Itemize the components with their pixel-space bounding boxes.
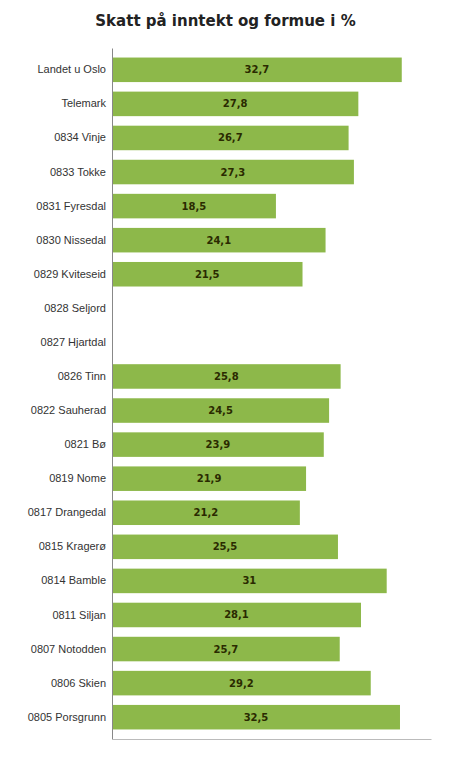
data-label: 24,5 xyxy=(208,405,233,416)
y-tick-label: 0822 Sauherad xyxy=(31,404,106,416)
bar xyxy=(112,228,326,253)
y-tick-label: 0827 Hjartdal xyxy=(41,336,106,348)
y-tick: 0814 Bamble xyxy=(41,574,112,586)
data-label: 27,3 xyxy=(221,167,246,178)
y-tick: 0831 Fyresdal xyxy=(36,200,112,212)
y-tick: 0830 Nissedal xyxy=(36,234,112,246)
chart: Skatt på inntekt og formue i % 0805 Porsg… xyxy=(0,0,451,759)
data-label: 18,5 xyxy=(182,201,207,212)
data-label: 21,5 xyxy=(195,269,220,280)
bars xyxy=(112,58,402,730)
data-label: 23,9 xyxy=(206,439,231,450)
bar xyxy=(112,126,349,151)
y-tick-label: 0805 Porsgrunn xyxy=(28,711,106,723)
y-tick: Landet u Oslo xyxy=(38,63,113,75)
bar xyxy=(112,637,340,662)
y-tick-label: 0833 Tokke xyxy=(50,166,106,178)
y-tick: 0821 Bø xyxy=(64,438,112,450)
data-label: 21,9 xyxy=(197,473,222,484)
y-tick: 0807 Notodden xyxy=(31,643,112,655)
y-tick: 0815 Kragerø xyxy=(39,540,112,552)
data-label: 26,7 xyxy=(218,132,243,143)
data-label: 25,5 xyxy=(213,541,238,552)
data-label: 21,2 xyxy=(194,507,219,518)
y-tick-label: 0819 Nome xyxy=(49,472,106,484)
y-tick-label: 0815 Kragerø xyxy=(39,540,107,552)
y-tick-label: 0830 Nissedal xyxy=(36,234,106,246)
data-label: 32,7 xyxy=(245,64,270,75)
bar xyxy=(112,92,358,117)
bar xyxy=(112,194,276,219)
data-label: 32,5 xyxy=(244,712,269,723)
data-label: 27,8 xyxy=(223,98,248,109)
bar xyxy=(112,535,338,560)
title: Skatt på inntekt og formue i % xyxy=(95,12,355,30)
data-labels: 32,5 29,2 25,7 28,1 31 25,5 21,2 21,9 23,9 24,5 25… xyxy=(182,64,270,722)
bar xyxy=(112,569,387,594)
bar xyxy=(112,466,306,491)
y-tick: 0833 Tokke xyxy=(50,166,112,178)
bar xyxy=(112,603,361,628)
data-label: 25,8 xyxy=(214,371,239,382)
y-tick: Telemark xyxy=(61,97,112,109)
x-axis xyxy=(113,739,432,740)
y-tick: 0805 Porsgrunn xyxy=(28,711,112,723)
y-tick-label: 0807 Notodden xyxy=(31,643,106,655)
y-tick: 0806 Skien xyxy=(51,677,112,689)
y-tick: 0819 Nome xyxy=(49,472,112,484)
y-tick-label: 0821 Bø xyxy=(64,438,106,450)
y-tick-label: 0817 Drangedal xyxy=(28,506,106,518)
y-tick: 0826 Tinn xyxy=(58,370,112,382)
bar xyxy=(112,160,354,185)
y-tick-label: 0834 Vinje xyxy=(54,131,106,143)
data-label: 31 xyxy=(242,575,256,586)
y-tick-label: 0806 Skien xyxy=(51,677,106,689)
bar xyxy=(112,671,371,696)
bar xyxy=(112,58,402,83)
y-tick: 0811 Siljan xyxy=(52,608,112,620)
y-axis: 0805 Porsgrunn 0806 Skien 0807 Notodden 081… xyxy=(28,49,113,740)
bar xyxy=(112,364,341,389)
plot: 0805 Porsgrunn 0806 Skien 0807 Notodden 081… xyxy=(28,49,432,740)
y-tick-label: Telemark xyxy=(61,97,106,109)
data-label: 29,2 xyxy=(229,678,254,689)
y-tick-label: 0828 Seljord xyxy=(44,302,106,314)
bar xyxy=(112,705,400,730)
y-tick-label: 0811 Siljan xyxy=(52,608,106,620)
y-tick: 0834 Vinje xyxy=(54,131,112,143)
data-label: 28,1 xyxy=(224,609,249,620)
y-tick: 0828 Seljord xyxy=(44,302,112,314)
x-axis-line xyxy=(113,739,432,740)
y-tick-label: 0826 Tinn xyxy=(58,370,106,382)
y-tick-label: Landet u Oslo xyxy=(38,63,107,75)
bar xyxy=(112,262,303,287)
data-label: 25,7 xyxy=(214,644,239,655)
y-tick-label: 0814 Bamble xyxy=(41,574,106,586)
bar xyxy=(112,432,324,457)
y-tick-label: 0831 Fyresdal xyxy=(36,200,106,212)
y-axis-line xyxy=(112,49,113,740)
y-tick: 0822 Sauherad xyxy=(31,404,112,416)
bar xyxy=(112,500,300,525)
y-tick: 0827 Hjartdal xyxy=(41,336,112,348)
y-tick-label: 0829 Kviteseid xyxy=(34,268,106,280)
y-tick: 0829 Kviteseid xyxy=(34,268,112,280)
y-tick: 0817 Drangedal xyxy=(28,506,112,518)
data-label: 24,1 xyxy=(206,235,231,246)
bar xyxy=(112,398,329,423)
